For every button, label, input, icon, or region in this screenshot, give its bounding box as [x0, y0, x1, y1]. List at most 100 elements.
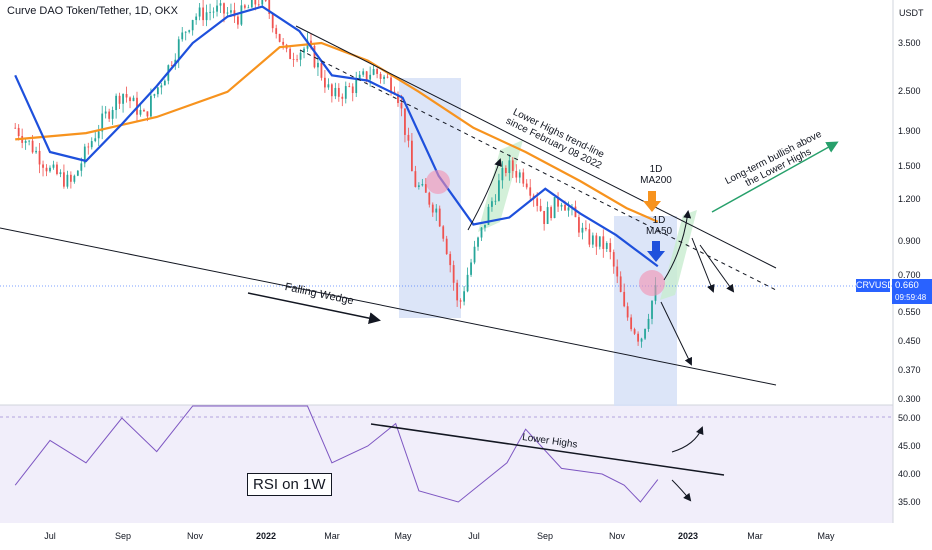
candle-body: [543, 210, 546, 224]
candle-body: [45, 167, 48, 172]
candle-body: [355, 79, 358, 94]
falling-wedge-bottom-line[interactable]: [0, 227, 777, 386]
candle-body: [163, 80, 166, 86]
candle-body: [226, 12, 229, 14]
candle-body: [536, 198, 539, 206]
candle-body: [463, 291, 465, 302]
candle-body: [327, 84, 330, 88]
candle-body: [334, 87, 337, 97]
candle-body: [14, 127, 17, 129]
candle-body: [87, 146, 90, 148]
candle-body: [473, 246, 476, 263]
last-price-tag: 0.660: [892, 279, 932, 292]
candle-body: [143, 109, 145, 112]
candle-body: [487, 206, 490, 225]
candle-body: [233, 10, 236, 17]
rsi-on-1w-label[interactable]: RSI on 1W: [247, 473, 332, 496]
candle-body: [550, 207, 552, 219]
candle-body: [188, 30, 191, 32]
candle-body: [567, 207, 570, 211]
bull-channel-dec: [660, 210, 697, 300]
candle-body: [480, 227, 483, 238]
candle-body: [581, 227, 584, 233]
ma50-line: [14, 5, 659, 268]
long-term-bullish-arrow: [711, 141, 839, 213]
rsi-lower-highs-line[interactable]: [370, 423, 725, 476]
candle-body: [605, 243, 608, 249]
candle-body: [216, 5, 218, 12]
rsi-pane[interactable]: [0, 405, 893, 523]
candle-body: [230, 10, 232, 13]
candle-body: [640, 338, 643, 342]
candle-body: [17, 127, 20, 137]
candle-body: [584, 227, 587, 230]
candle-body: [101, 113, 104, 132]
candle-body: [184, 31, 187, 33]
candle-body: [588, 229, 591, 245]
candle-body: [348, 86, 351, 87]
candle-body: [376, 69, 379, 74]
candle-body: [303, 48, 305, 53]
candle-body: [35, 150, 37, 153]
candle-body: [52, 164, 55, 168]
candle-body: [292, 58, 295, 60]
ma200-label[interactable]: 1D MA200: [640, 164, 672, 186]
candle-body: [452, 265, 455, 283]
candle-body: [400, 103, 403, 109]
candle-body: [146, 111, 149, 117]
candle-body: [278, 33, 281, 42]
candle-body: [591, 235, 594, 245]
candle-body: [160, 85, 163, 88]
time-tick: 2022: [255, 531, 277, 541]
candle-body: [254, 0, 257, 5]
candle-body: [243, 5, 246, 8]
price-tick: 0.450: [898, 336, 921, 346]
candle-body: [442, 226, 445, 239]
price-tick: 1.900: [898, 126, 921, 136]
candle-body: [69, 174, 72, 182]
candle-body: [66, 174, 69, 187]
time-tick: Nov: [186, 531, 204, 541]
candle-body: [118, 95, 121, 104]
candle-body: [156, 87, 159, 95]
currency-unit: USDT: [899, 8, 924, 18]
rsi-down-arrow: [671, 479, 692, 502]
projection-arrow-up: [663, 210, 692, 281]
candle-body: [76, 170, 79, 176]
candle-body: [424, 184, 427, 193]
candle-body: [484, 224, 486, 228]
candle-body: [122, 94, 124, 104]
candle-body: [560, 204, 563, 207]
candle-body: [612, 252, 615, 267]
candle-body: [598, 236, 601, 247]
candle-body: [198, 7, 201, 17]
candle-body: [637, 333, 639, 342]
price-tick: 3.500: [898, 38, 921, 48]
candle-body: [344, 86, 347, 99]
candle-body: [313, 45, 316, 68]
dashed-trendline[interactable]: [299, 49, 777, 291]
candle-body: [647, 318, 650, 329]
ma50-label[interactable]: 1D MA50: [645, 215, 673, 237]
candle-body: [271, 13, 274, 29]
candle-body: [491, 201, 493, 207]
candle-body: [522, 172, 525, 184]
candle-body: [351, 86, 354, 94]
candle-body: [170, 65, 173, 66]
time-tick: Nov: [608, 531, 626, 541]
candle-body: [317, 62, 319, 68]
candle-body: [38, 150, 41, 165]
ma200-line: [15, 41, 659, 223]
candle-body: [651, 300, 653, 319]
lower-highs-trendline[interactable]: [295, 25, 777, 269]
ma200-arrow: [643, 191, 661, 212]
price-tick: 1.200: [898, 194, 921, 204]
candle-body: [511, 160, 514, 171]
candle-body: [397, 94, 399, 104]
rsi-tick: 35.00: [898, 497, 921, 507]
bar-countdown-tag: 09:59:48: [892, 292, 932, 304]
symbol-title[interactable]: Curve DAO Token/Tether, 1D, OKX: [4, 4, 181, 18]
candle-body: [438, 208, 441, 227]
